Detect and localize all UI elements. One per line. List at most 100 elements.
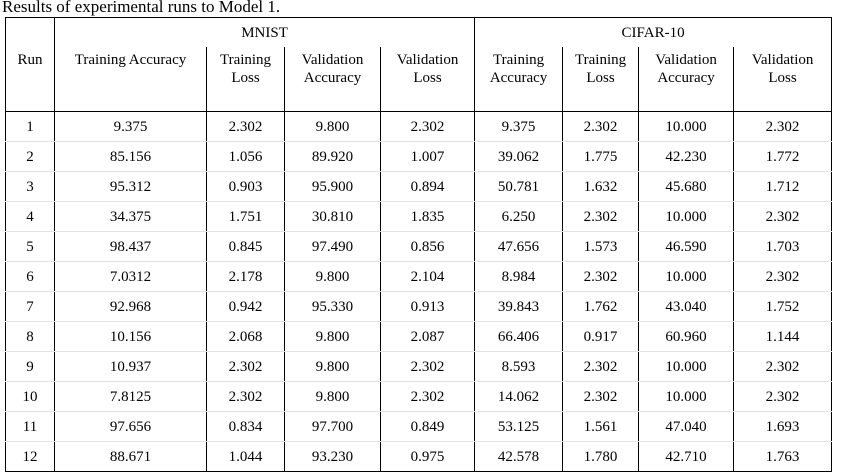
run-group-spacer	[5, 17, 55, 47]
table-row: 9 10.937 2.302 9.800 2.302 8.593 2.302 10.000 2.…	[5, 351, 833, 382]
table-row: 6 7.0312 2.178 9.800 2.104 8.984 2.302 10.000 2.…	[5, 261, 833, 292]
column-header-5: Training Accuracy	[474, 47, 563, 112]
table-cell: 9.800	[284, 381, 381, 412]
table-cell: 2.302	[733, 381, 833, 412]
column-header-line: Accuracy	[303, 70, 362, 86]
table-cell: 2.178	[206, 261, 285, 292]
table-cell: 95.900	[284, 171, 381, 202]
run-number-cell: 9	[5, 351, 55, 382]
table-cell: 9.375	[474, 111, 563, 142]
column-header-2: Training Loss	[206, 47, 285, 112]
table-cell: 0.975	[379, 441, 475, 472]
table-cell: 2.087	[379, 321, 475, 352]
table-cell: 1.772	[733, 141, 833, 172]
table-cell: 10.000	[638, 111, 734, 142]
column-header-line: Validation	[396, 52, 459, 68]
table-row: 2 85.156 1.056 89.920 1.007 39.062 1.775 42.230…	[5, 141, 833, 172]
table-cell: 42.710	[638, 441, 734, 472]
table-cell: 2.302	[562, 111, 639, 142]
column-header-line: Training	[219, 52, 272, 68]
table-row: 10 7.8125 2.302 9.800 2.302 14.062 2.302 10.000…	[5, 381, 833, 412]
table-cell: 2.302	[206, 351, 285, 382]
run-number-cell: 4	[5, 201, 55, 232]
table-row: 5 98.437 0.845 97.490 0.856 47.656 1.573 46.590…	[5, 231, 833, 262]
table-cell: 0.917	[562, 321, 639, 352]
run-number-cell: 10	[5, 381, 55, 412]
table-cell: 9.800	[284, 321, 381, 352]
table-cell: 1.056	[206, 141, 285, 172]
column-header-line: Validation	[655, 52, 717, 68]
table-cell: 66.406	[474, 321, 563, 352]
table-cell: 10.000	[638, 261, 734, 292]
column-header-line: Accuracy	[657, 70, 715, 86]
table-cell: 1.693	[733, 411, 833, 442]
table-cell: 2.302	[379, 381, 475, 412]
table-cell: 0.849	[379, 411, 475, 442]
table-cell: 34.375	[54, 201, 207, 232]
column-header-4: Validation Loss	[379, 47, 475, 112]
table-cell: 42.578	[474, 441, 563, 472]
column-header-7: Validation Accuracy	[638, 47, 734, 112]
mnist-group-header: MNIST	[53, 17, 475, 47]
run-number-cell: 8	[5, 321, 55, 352]
table-cell: 39.062	[474, 141, 563, 172]
table-cell: 47.656	[474, 231, 563, 262]
table-row: 4 34.375 1.751 30.810 1.835 6.250 2.302 10.000 2…	[5, 201, 833, 232]
table-cell: 30.810	[284, 201, 381, 232]
table-cell: 1.573	[562, 231, 639, 262]
table-cell: 1.632	[562, 171, 639, 202]
column-header-line: Validation	[301, 52, 364, 68]
table-cell: 42.230	[638, 141, 734, 172]
table-cell: 50.781	[474, 171, 563, 202]
table-row: 11 97.656 0.834 97.700 0.849 53.125 1.561 47.04…	[5, 411, 833, 442]
table-cell: 88.671	[54, 441, 207, 472]
table-cell: 1.751	[206, 201, 285, 232]
table-cell: 43.040	[638, 291, 734, 322]
table-caption: Results of experimental runs to Model 1.	[2, 0, 281, 16]
table-cell: 7.8125	[54, 381, 207, 412]
table-cell: 10.156	[54, 321, 207, 352]
table-cell: 6.250	[474, 201, 563, 232]
table-cell: 0.894	[379, 171, 475, 202]
table-cell: 8.984	[474, 261, 563, 292]
table-cell: 46.590	[638, 231, 734, 262]
table-cell: 2.302	[562, 201, 639, 232]
table-cell: 98.437	[54, 231, 207, 262]
dataset-group-row: MNIST CIFAR-10	[5, 17, 833, 47]
table-cell: 2.302	[733, 261, 833, 292]
column-header-row: Run Training Accuracy Training Loss Validat…	[5, 47, 833, 112]
table-cell: 53.125	[474, 411, 563, 442]
table-cell: 85.156	[54, 141, 207, 172]
table-row: 12 88.671 1.044 93.230 0.975 42.578 1.780 42.71…	[5, 441, 833, 472]
table-cell: 39.843	[474, 291, 563, 322]
table-cell: 10.000	[638, 351, 734, 382]
table-cell: 2.302	[562, 381, 639, 412]
run-number-cell: 5	[5, 231, 55, 262]
table-cell: 2.302	[733, 351, 833, 382]
table-cell: 1.775	[562, 141, 639, 172]
table-cell: 1.703	[733, 231, 833, 262]
table-cell: 10.000	[638, 381, 734, 412]
table-cell: 1.007	[379, 141, 475, 172]
run-number-cell: 3	[5, 171, 55, 202]
run-number-cell: 12	[5, 441, 55, 472]
column-header-line: Training Accuracy	[74, 52, 187, 68]
table-cell: 1.561	[562, 411, 639, 442]
table-cell: 0.913	[379, 291, 475, 322]
results-table: MNIST CIFAR-10 Run Training Accuracy Trai…	[5, 17, 833, 472]
table-cell: 2.302	[379, 111, 475, 142]
table-cell: 2.302	[733, 201, 833, 232]
table-cell: 9.800	[284, 261, 381, 292]
table-cell: 2.068	[206, 321, 285, 352]
table-cell: 97.490	[284, 231, 381, 262]
run-number-cell: 2	[5, 141, 55, 172]
table-cell: 9.800	[284, 111, 381, 142]
column-header-line: Loss	[231, 70, 260, 86]
run-number-cell: 6	[5, 261, 55, 292]
table-cell: 0.903	[206, 171, 285, 202]
table-cell: 92.968	[54, 291, 207, 322]
table-cell: 47.040	[638, 411, 734, 442]
table-cell: 1.712	[733, 171, 833, 202]
column-header-line: Loss	[413, 70, 442, 86]
table-cell: 1.044	[206, 441, 285, 472]
